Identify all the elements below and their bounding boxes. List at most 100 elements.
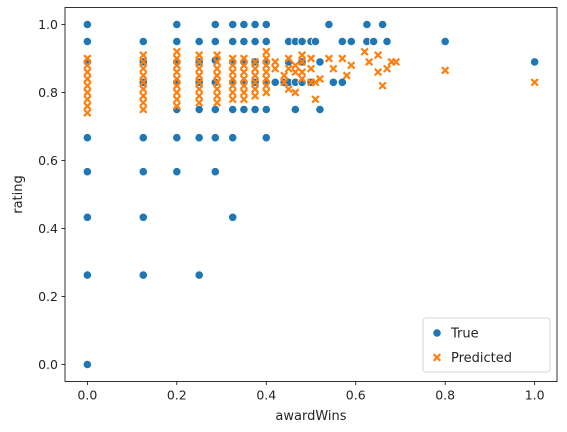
x-tick-label: 1.0 bbox=[525, 388, 545, 403]
data-point-predicted bbox=[365, 57, 374, 66]
data-point-predicted bbox=[195, 64, 204, 73]
data-point-predicted bbox=[271, 64, 280, 73]
y-tick-label: 0.0 bbox=[38, 357, 58, 372]
data-point-true bbox=[82, 36, 92, 47]
data-point-predicted bbox=[172, 47, 181, 56]
data-point-predicted bbox=[360, 47, 369, 56]
x-tick-label: 0.0 bbox=[77, 388, 97, 403]
data-point-predicted bbox=[306, 64, 316, 73]
data-point-true bbox=[138, 133, 148, 143]
data-point-true bbox=[228, 212, 238, 222]
data-point-predicted bbox=[262, 47, 271, 56]
data-point-true bbox=[172, 167, 182, 177]
data-point-predicted bbox=[280, 78, 289, 87]
data-point-predicted bbox=[291, 61, 300, 70]
data-point-predicted bbox=[262, 61, 271, 70]
data-point-predicted bbox=[172, 74, 181, 83]
data-point-predicted bbox=[172, 95, 181, 104]
x-tick-label: 0.6 bbox=[346, 388, 366, 403]
data-point-predicted bbox=[251, 71, 260, 80]
data-point-true bbox=[290, 104, 300, 115]
data-point-predicted bbox=[284, 54, 293, 63]
y-tick-label: 0.6 bbox=[38, 153, 58, 168]
data-point-predicted bbox=[172, 102, 181, 111]
data-point-predicted bbox=[374, 51, 383, 60]
data-point-true bbox=[228, 19, 238, 30]
data-point-true bbox=[261, 133, 271, 143]
data-point-true bbox=[172, 36, 182, 47]
data-point-predicted bbox=[284, 85, 293, 94]
data-point-predicted bbox=[251, 64, 260, 73]
data-point-predicted bbox=[212, 71, 222, 80]
data-point-true bbox=[337, 77, 347, 87]
data-point-predicted bbox=[262, 74, 271, 83]
data-point-predicted bbox=[228, 81, 237, 90]
y-tick-label: 0.8 bbox=[38, 85, 58, 100]
x-axis-label: awardWins bbox=[275, 409, 346, 424]
data-point-predicted bbox=[172, 68, 181, 77]
data-point-predicted bbox=[347, 61, 356, 70]
legend-label-true: True bbox=[450, 327, 479, 342]
data-point-true bbox=[210, 104, 220, 115]
y-tick-label: 0.4 bbox=[38, 221, 58, 236]
data-point-true bbox=[297, 36, 307, 47]
data-point-true bbox=[138, 36, 148, 47]
y-tick-label: 0.2 bbox=[38, 289, 58, 304]
data-point-predicted bbox=[239, 88, 248, 97]
data-point-true bbox=[172, 19, 182, 30]
axes-frame bbox=[64, 7, 558, 382]
data-point-true bbox=[377, 19, 388, 30]
plot-area bbox=[82, 19, 540, 370]
data-point-true bbox=[210, 36, 220, 47]
data-point-predicted bbox=[228, 68, 237, 77]
data-point-true bbox=[530, 57, 540, 67]
data-point-true bbox=[194, 104, 204, 115]
data-point-true bbox=[261, 36, 271, 47]
data-point-true bbox=[172, 133, 182, 143]
data-point-true bbox=[82, 167, 92, 177]
data-point-predicted bbox=[342, 71, 351, 80]
data-point-predicted bbox=[239, 95, 248, 104]
data-point-predicted bbox=[212, 51, 222, 60]
data-point-predicted bbox=[297, 51, 307, 60]
x-tick-label: 0.4 bbox=[256, 388, 276, 403]
data-point-true bbox=[315, 104, 325, 115]
data-point-predicted bbox=[83, 95, 92, 104]
data-point-true bbox=[210, 19, 220, 30]
data-point-true bbox=[324, 19, 334, 30]
data-point-predicted bbox=[195, 85, 204, 94]
y-tick-label: 1.0 bbox=[38, 17, 58, 32]
data-point-true bbox=[250, 104, 260, 115]
data-point-true bbox=[82, 212, 92, 222]
data-point-predicted bbox=[239, 61, 248, 70]
data-point-true bbox=[82, 359, 92, 370]
data-point-predicted bbox=[311, 95, 320, 104]
data-point-true bbox=[346, 36, 356, 47]
data-point-predicted bbox=[139, 64, 148, 73]
data-point-true bbox=[250, 19, 260, 30]
data-point-true bbox=[210, 167, 220, 177]
data-point-predicted bbox=[83, 54, 92, 63]
legend-marker-predicted-symbol bbox=[432, 353, 442, 362]
data-point-predicted bbox=[251, 85, 260, 94]
data-point-true bbox=[239, 19, 249, 30]
data-point-true bbox=[239, 36, 249, 47]
data-point-predicted bbox=[195, 57, 204, 66]
data-point-predicted bbox=[382, 64, 392, 73]
data-point-predicted bbox=[139, 91, 148, 100]
data-point-predicted bbox=[212, 78, 222, 87]
legend-marker-true bbox=[432, 328, 442, 338]
data-point-predicted bbox=[195, 51, 204, 60]
data-point-predicted bbox=[172, 54, 181, 63]
data-point-true bbox=[82, 19, 92, 30]
data-point-predicted bbox=[239, 74, 248, 83]
data-point-true bbox=[210, 133, 220, 143]
data-point-predicted bbox=[83, 102, 92, 111]
data-point-predicted bbox=[83, 68, 92, 77]
data-point-predicted bbox=[83, 61, 92, 70]
data-point-true bbox=[82, 270, 92, 280]
y-axis: 0.0 0.2 0.4 0.6 0.8 1.0 bbox=[38, 17, 65, 372]
data-point-predicted bbox=[228, 74, 237, 83]
data-point-true bbox=[239, 104, 249, 115]
data-point-predicted bbox=[262, 88, 271, 97]
